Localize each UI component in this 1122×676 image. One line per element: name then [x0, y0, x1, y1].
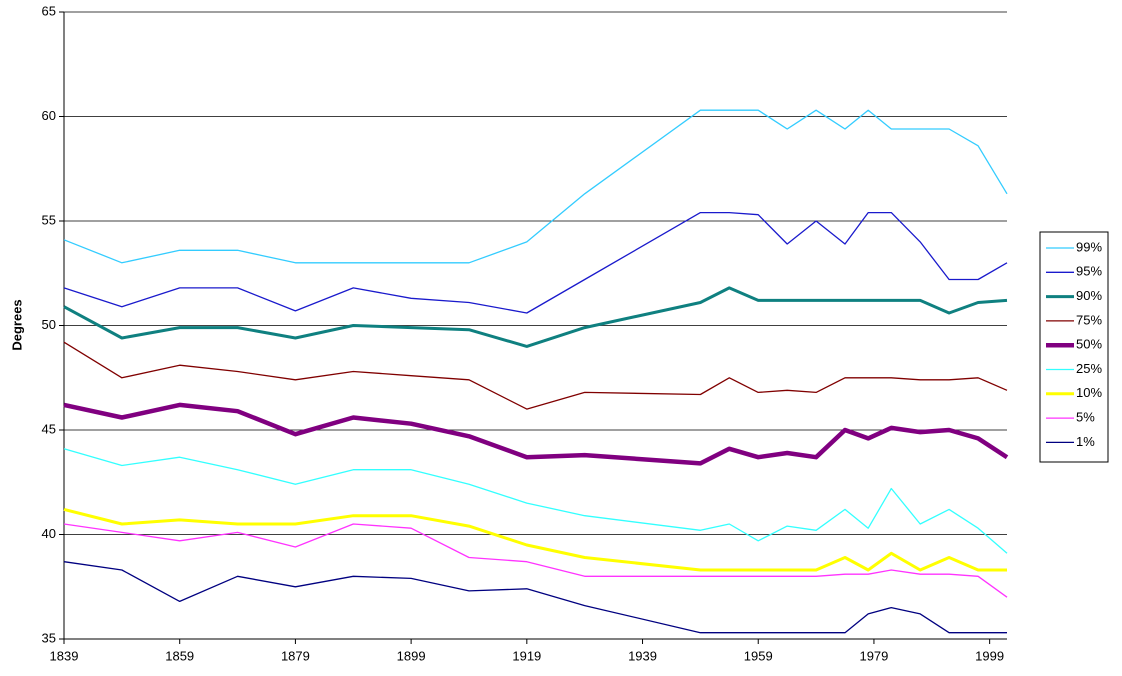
legend-label: 90% — [1076, 288, 1102, 303]
x-tick-label: 1919 — [512, 648, 541, 663]
y-tick-label: 60 — [42, 108, 56, 123]
series-line — [63, 523, 1008, 598]
x-tick-label: 1979 — [859, 648, 888, 663]
y-tick-label: 40 — [42, 526, 56, 541]
legend-label: 25% — [1076, 361, 1102, 376]
legend-label: 95% — [1076, 264, 1102, 279]
legend-label: 10% — [1076, 385, 1102, 400]
series-line — [63, 211, 1008, 314]
y-axis-label: Degrees — [9, 299, 24, 350]
legend-label: 75% — [1076, 312, 1102, 327]
series-line — [63, 402, 1009, 466]
series-line — [63, 341, 1008, 410]
y-tick-label: 35 — [42, 630, 56, 645]
legend-label: 1% — [1076, 434, 1095, 449]
y-tick-label: 45 — [42, 421, 56, 436]
x-tick-label: 1859 — [165, 648, 194, 663]
legend-label: 99% — [1076, 239, 1102, 254]
y-tick-label: 55 — [42, 212, 56, 227]
legend-label: 5% — [1076, 410, 1095, 425]
series-line — [63, 561, 1007, 634]
legend-label: 50% — [1076, 337, 1102, 352]
series-line — [63, 507, 1007, 572]
y-tick-label: 50 — [42, 317, 56, 332]
series-line — [63, 109, 1008, 264]
x-tick-label: 1939 — [628, 648, 657, 663]
x-tick-label: 1879 — [281, 648, 310, 663]
x-tick-label: 1959 — [744, 648, 773, 663]
series-line — [63, 286, 1008, 348]
x-tick-label: 1899 — [397, 648, 426, 663]
series-line — [63, 448, 1008, 554]
x-tick-label: 1839 — [50, 648, 79, 663]
x-tick-label: 1999 — [975, 648, 1004, 663]
y-tick-label: 65 — [42, 3, 56, 18]
